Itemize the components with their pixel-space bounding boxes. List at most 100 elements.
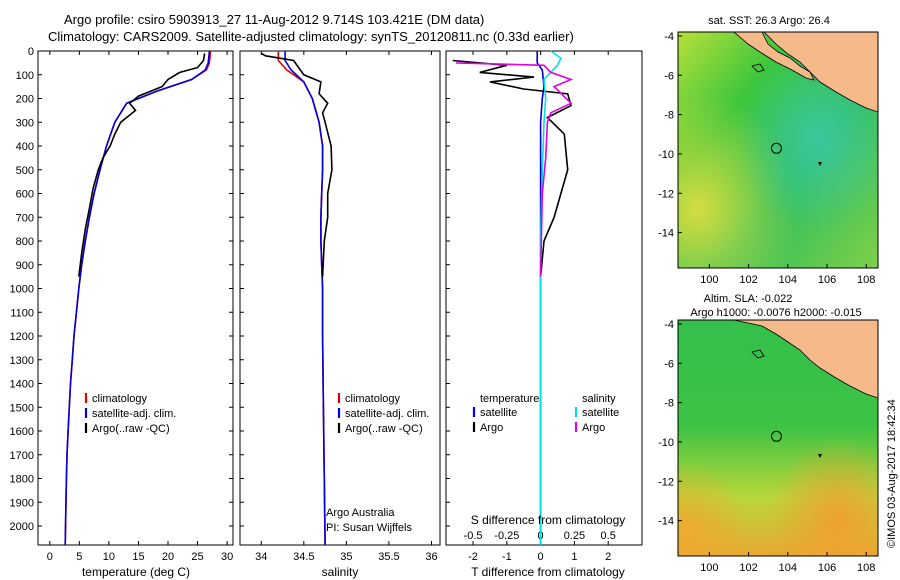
temperature-series xyxy=(64,50,212,546)
y-tick-label: 400 xyxy=(16,141,34,153)
map-x-tick-label: 106 xyxy=(818,274,836,286)
series-line xyxy=(284,51,326,546)
map-y-tick-label: -10 xyxy=(658,149,674,161)
legend-label: Argo(..raw -QC) xyxy=(345,423,423,435)
depth-axis: 0 100 200 300 400 500 600 700 800 900 1000 1100 1200… xyxy=(10,46,450,533)
sla-profile-marker xyxy=(770,430,782,442)
plot-title-line2: Climatology: CARS2009. Satellite-adjuste… xyxy=(48,29,574,44)
map-x-tick-label: 104 xyxy=(779,562,797,574)
map-y-tick-label: -8 xyxy=(664,398,674,410)
x-tick-label: 30 xyxy=(221,551,233,563)
series-line xyxy=(260,52,333,277)
map-x-tick-label: 108 xyxy=(857,274,875,286)
map-y-tick-label: -8 xyxy=(664,110,674,122)
series-line xyxy=(64,50,211,546)
difference-plot-frame xyxy=(445,50,643,546)
sla-christmas-island xyxy=(818,454,822,458)
legend-label: climatology xyxy=(92,393,148,405)
map-y-tick-label: -6 xyxy=(664,70,674,82)
y-tick-label: 2000 xyxy=(10,521,34,533)
map-x-tick-label: 104 xyxy=(779,274,797,286)
salinity-series xyxy=(260,51,333,546)
map-y-tick-label: -14 xyxy=(658,228,674,240)
y-tick-label: 1200 xyxy=(10,331,34,343)
s-tick-label: -0.25 xyxy=(494,530,519,542)
t-difference-xlabel: T difference from climatology xyxy=(471,565,625,579)
map-x-tick-label: 100 xyxy=(700,562,718,574)
sst-christmas-island xyxy=(818,162,822,166)
legend-label: Argo xyxy=(480,422,503,434)
sst-map: sat. SST: 26.3 Argo: 26.4 100 102 104 106 10… xyxy=(658,15,879,286)
map-x-tick-label: 100 xyxy=(700,274,718,286)
s-tick-label: 0.5 xyxy=(601,530,616,542)
difference-panel: -2 -1 0 1 2 -0.5 -0.25 0 0.25 0.5 temperature sal… xyxy=(445,50,643,579)
y-tick-label: 700 xyxy=(16,212,34,224)
sst-island xyxy=(751,63,765,73)
y-tick-label: 1800 xyxy=(10,474,34,486)
legend-label: satellite-adj. clim. xyxy=(92,408,176,420)
sla-map: Altim. SLA: -0.022 Argo h1000: -0.0076 h… xyxy=(658,293,879,574)
sst-map-title: sat. SST: 26.3 Argo: 26.4 xyxy=(708,15,830,27)
y-tick-label: 0 xyxy=(28,46,34,58)
legend-label: climatology xyxy=(345,393,401,405)
salinity-plot-frame xyxy=(239,50,441,546)
sst-profile-marker xyxy=(770,142,782,154)
x-tick-label: 34 xyxy=(255,551,267,563)
temperature-xlabel: temperature (deg C) xyxy=(82,565,190,579)
series-line xyxy=(64,50,212,546)
x-tick-label: 5 xyxy=(76,551,82,563)
temperature-axis: 0 5 10 15 20 25 30 xyxy=(47,51,233,563)
map-y-tick-label: -14 xyxy=(658,516,674,528)
y-tick-label: 1500 xyxy=(10,402,34,414)
series-line xyxy=(452,59,572,277)
y-tick-label: 800 xyxy=(16,236,34,248)
argo-australia-note: Argo Australia xyxy=(326,507,395,519)
sst-frame xyxy=(677,31,879,269)
map-x-tick-label: 102 xyxy=(739,562,757,574)
y-tick-label: 1100 xyxy=(10,307,34,319)
x-tick-label: -2 xyxy=(468,551,478,563)
temperature-panel: 0100200300400500600700800900100011001200… xyxy=(10,46,450,579)
y-tick-label: 100 xyxy=(16,70,34,82)
s-difference-xlabel: S difference from climatology xyxy=(471,513,626,527)
map-x-tick-label: 102 xyxy=(739,274,757,286)
temperature-legend: climatology satellite-adj. clim. Argo(..ra… xyxy=(84,393,176,435)
salinity-legend: climatology satellite-adj. clim. Argo(..ra… xyxy=(337,393,429,435)
plot-title-line1: Argo profile: csiro 5903913_27 11-Aug-20… xyxy=(64,12,485,27)
x-tick-label: 34.5 xyxy=(293,551,314,563)
y-tick-label: 1000 xyxy=(10,284,34,296)
series-line xyxy=(78,53,206,277)
x-tick-label: 2 xyxy=(605,551,611,563)
x-tick-label: -1 xyxy=(502,551,512,563)
x-tick-label: 1 xyxy=(571,551,577,563)
difference-series xyxy=(452,50,574,545)
sla-map-subtitle: Argo h1000: -0.0076 h2000: -0.015 xyxy=(690,307,861,319)
map-x-tick-label: 108 xyxy=(857,562,875,574)
y-tick-label: 600 xyxy=(16,189,34,201)
salinity-xlabel: salinity xyxy=(322,565,359,579)
x-tick-label: 10 xyxy=(103,551,115,563)
x-tick-label: 35 xyxy=(340,551,352,563)
s-difference-axis: -0.5 -0.25 0 0.25 0.5 xyxy=(464,530,616,542)
map-y-tick-label: -4 xyxy=(664,319,674,331)
legend-label: satellite-adj. clim. xyxy=(345,408,429,420)
y-tick-label: 500 xyxy=(16,165,34,177)
t-difference-axis: -2 -1 0 1 2 xyxy=(468,51,611,563)
y-tick-label: 1900 xyxy=(10,497,34,509)
y-tick-label: 900 xyxy=(16,260,34,272)
x-tick-label: 15 xyxy=(132,551,144,563)
map-y-tick-label: -12 xyxy=(658,476,674,488)
y-tick-label: 200 xyxy=(16,94,34,106)
x-tick-label: 20 xyxy=(162,551,174,563)
y-tick-label: 1600 xyxy=(10,426,34,438)
temperature-plot-frame xyxy=(37,50,234,546)
map-x-tick-label: 106 xyxy=(818,562,836,574)
map-y-tick-label: -10 xyxy=(658,437,674,449)
legend-label: satellite xyxy=(480,407,517,419)
map-y-tick-label: -4 xyxy=(664,31,674,43)
s-tick-label: 0.25 xyxy=(564,530,585,542)
pi-note: PI: Susan Wijffels xyxy=(326,522,412,534)
x-tick-label: 0 xyxy=(47,551,53,563)
legend-header-salinity: salinity xyxy=(582,393,616,405)
